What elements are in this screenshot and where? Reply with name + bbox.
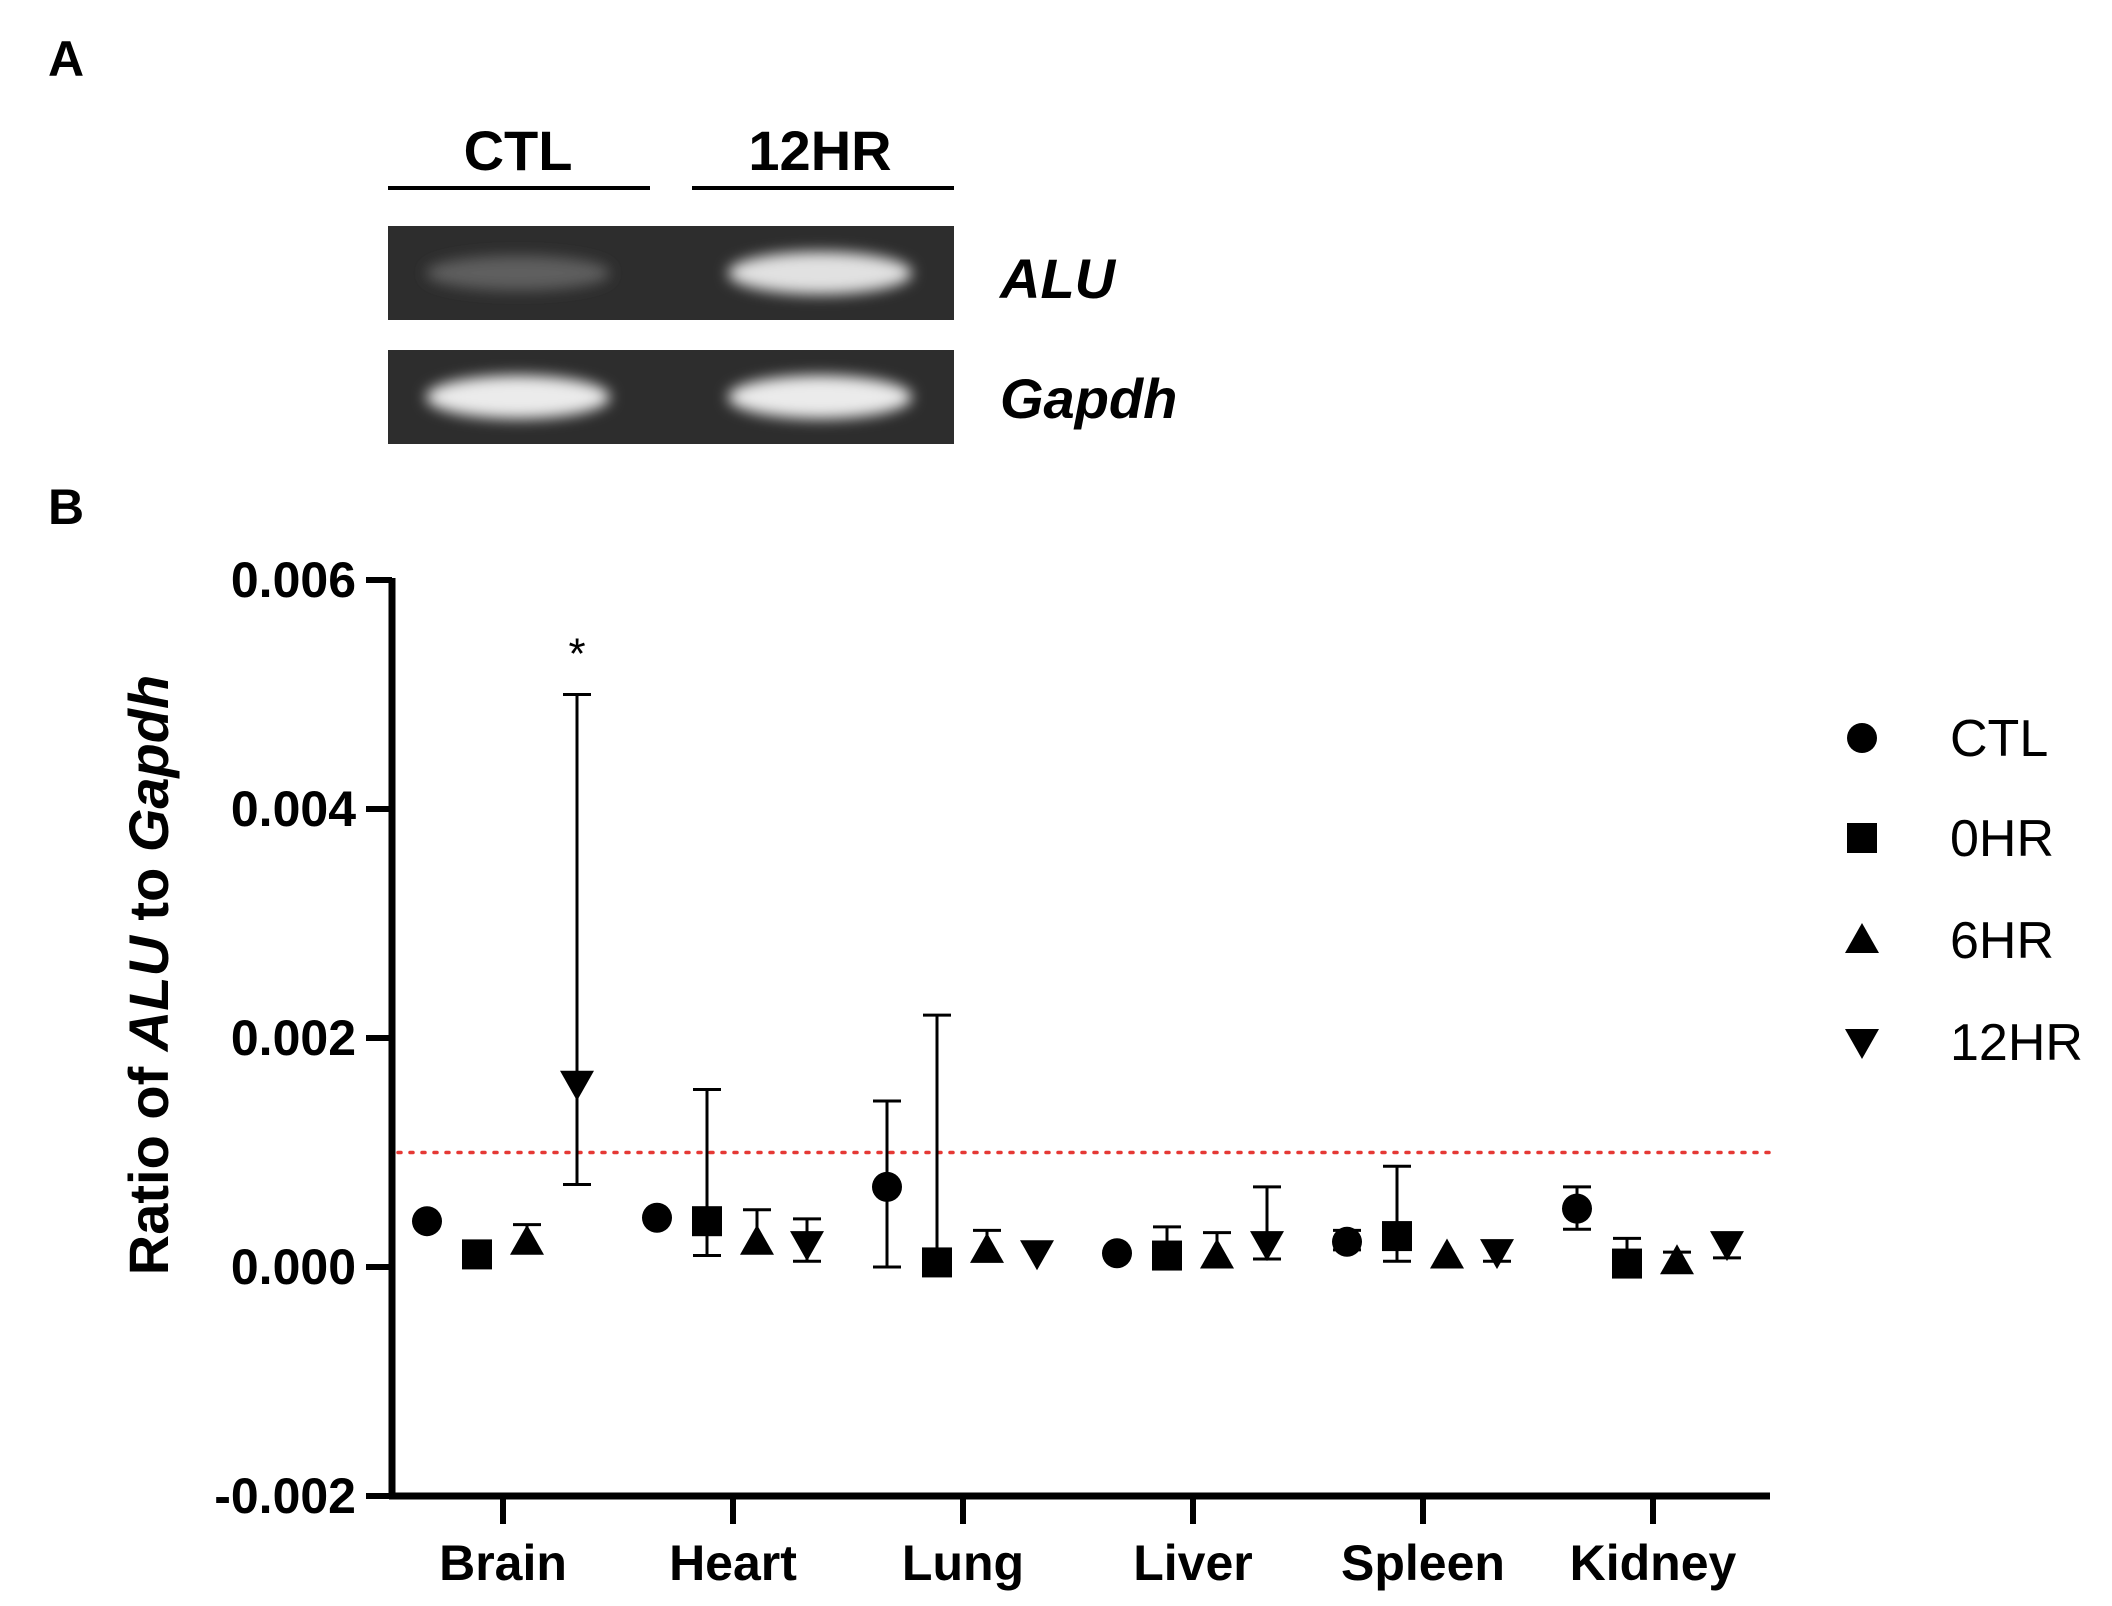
gel-band-gapdh-12hr [728,375,912,419]
legend-label: CTL [1950,710,2048,768]
marker-square [1152,1240,1182,1271]
marker-triangle-down [1020,1240,1054,1271]
data-point-12hr-brain [560,693,594,1187]
y-tick-label: 0.000 [231,1239,356,1295]
gel-band-gapdh-ctl [426,375,610,419]
legend-label: 0HR [1950,810,2054,868]
marker-circle [1332,1226,1362,1257]
data-point-0hr-brain [462,1239,492,1270]
marker-triangle-down [790,1231,824,1262]
data-point-0hr-liver [1152,1225,1182,1271]
x-tick-label: Heart [669,1535,797,1591]
data-point-ctl-brain [412,1206,442,1237]
data-point-ctl-lung [872,1099,902,1269]
data-point-12hr-liver [1250,1185,1284,1262]
x-tick-label: Brain [439,1535,567,1591]
legend-marker [1845,1029,1879,1059]
y-axis-label-pre: Ratio of [117,1051,180,1275]
marker-square [922,1247,952,1278]
gel-image [388,226,954,444]
data-point-0hr-spleen [1382,1164,1412,1263]
data-point-ctl-heart [642,1202,672,1233]
marker-triangle-up [970,1232,1004,1263]
marker-triangle-up [510,1224,544,1255]
marker-circle [1562,1193,1592,1224]
marker-triangle-up [1430,1238,1464,1269]
gel-header-12hr: 12HR [748,119,891,182]
marker-square [1612,1248,1642,1279]
data-point-0hr-kidney [1612,1236,1642,1279]
gel-header-ctl: CTL [464,119,573,182]
gel-band-alu-12hr [728,251,912,295]
marker-triangle-up [740,1224,774,1255]
y-axis-label: Ratio of ALU to Gapdh [117,675,180,1275]
marker-circle [412,1206,442,1237]
chart-axes: 0.006 0.004 0.002 0.000 -0.002 Brain Heart Lung… [214,552,1770,1591]
legend-marker [1847,823,1877,853]
panel-a-label: A [48,31,84,87]
y-tick-label: 0.006 [231,552,356,608]
gene-label-alu: ALU [998,247,1117,310]
marker-square [1382,1221,1412,1252]
y-tick-label: -0.002 [214,1468,356,1524]
legend: CTL 0HR 6HR 12HR [1845,710,2083,1072]
legend-marker [1847,723,1877,753]
data-point-6hr-lung [970,1228,1004,1263]
marker-circle [1102,1238,1132,1269]
x-tick-label: Spleen [1341,1535,1505,1591]
data-point-0hr-heart [692,1088,722,1258]
marker-triangle-down [1480,1239,1514,1270]
data-point-6hr-heart [740,1208,774,1255]
marker-triangle-down [560,1070,594,1101]
legend-label: 6HR [1950,912,2054,970]
marker-triangle-up [1660,1244,1694,1275]
data-point-12hr-lung [1020,1240,1054,1271]
y-axis-label-gene1: ALU [117,935,180,1054]
x-tick-label: Lung [902,1535,1024,1591]
marker-circle [872,1171,902,1202]
legend-item-6hr: 6HR [1845,912,2054,970]
legend-label: 12HR [1950,1014,2083,1072]
significance-marker: * [568,630,585,679]
marker-triangle-down [1710,1231,1744,1262]
data-point-ctl-kidney [1562,1185,1592,1231]
legend-item-0hr: 0HR [1847,810,2054,868]
legend-item-12hr: 12HR [1845,1014,2083,1072]
data-point-12hr-heart [790,1217,824,1263]
y-tick-label: 0.004 [231,781,356,837]
chart-points: * [412,630,1744,1279]
data-point-6hr-spleen [1430,1238,1464,1269]
marker-circle [642,1202,672,1233]
legend-marker [1845,923,1879,953]
gene-label-gapdh: Gapdh [1000,367,1177,430]
y-tick-label: 0.002 [231,1010,356,1066]
x-tick-label: Liver [1133,1535,1253,1591]
legend-item-ctl: CTL [1847,710,2048,768]
data-point-ctl-liver [1102,1238,1132,1269]
marker-triangle-down [1250,1231,1284,1262]
x-tick-label: Kidney [1570,1535,1737,1591]
marker-square [692,1206,722,1237]
y-axis-label-mid: to [117,852,180,936]
marker-triangle-up [1200,1238,1234,1269]
marker-square [462,1239,492,1270]
data-point-12hr-kidney [1710,1231,1744,1262]
data-point-0hr-lung [922,1013,952,1278]
data-point-ctl-spleen [1332,1226,1362,1257]
data-point-6hr-kidney [1660,1244,1694,1275]
data-point-12hr-spleen [1480,1239,1514,1270]
panel-b-label: B [48,479,84,535]
gel-band-alu-ctl [426,255,610,291]
data-point-6hr-liver [1200,1231,1234,1269]
data-point-6hr-brain [510,1223,544,1255]
y-axis-label-gene2: Gapdh [117,675,180,852]
